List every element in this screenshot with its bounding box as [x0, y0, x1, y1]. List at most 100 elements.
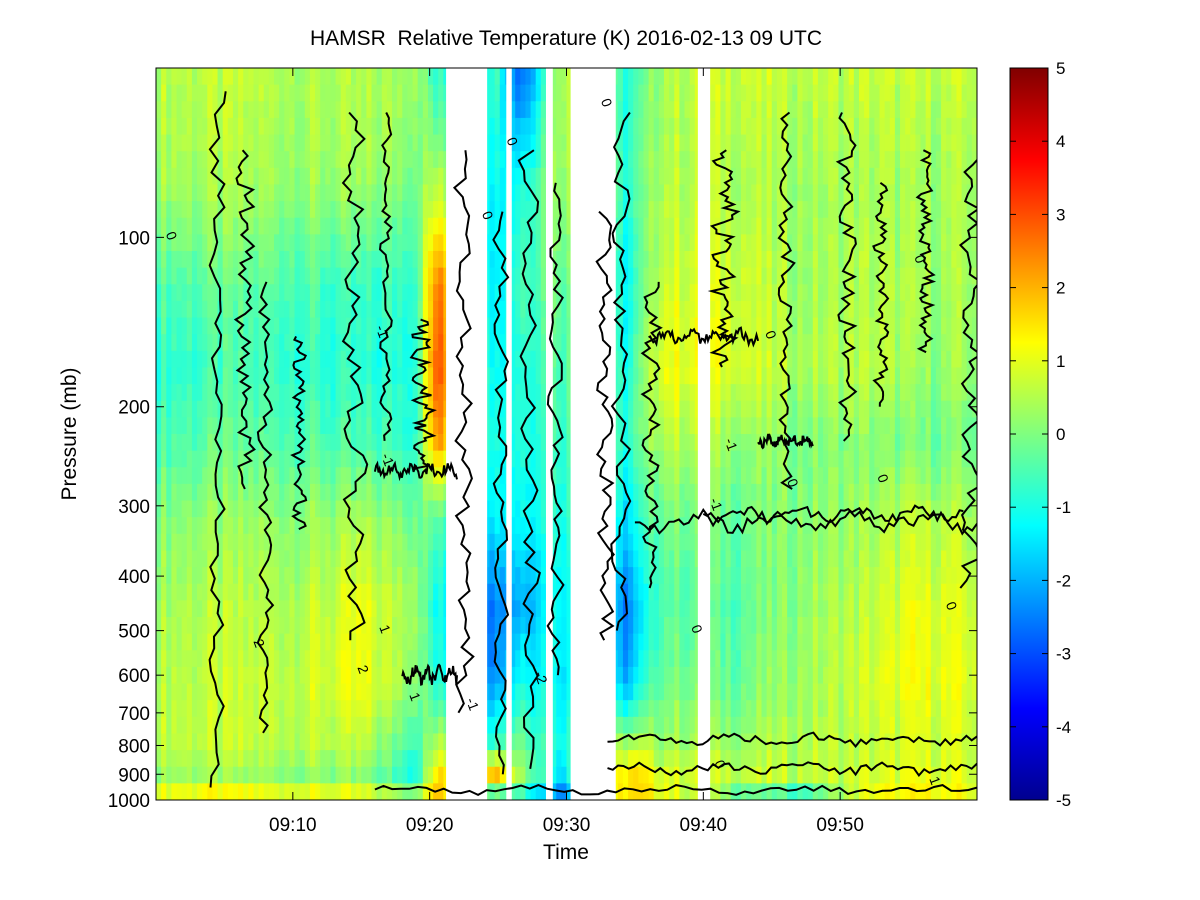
heatmap-cell [366, 600, 373, 618]
heatmap-cell [289, 350, 296, 369]
heatmap-cell [212, 750, 219, 768]
heatmap-cell [299, 450, 306, 468]
heatmap-cell [715, 450, 722, 468]
heatmap-cell [561, 84, 568, 102]
heatmap-cell [356, 267, 362, 285]
heatmap-cell [648, 750, 655, 768]
heatmap-cell [197, 583, 203, 601]
heatmap-cell [689, 716, 696, 735]
heatmap-cell [561, 184, 568, 202]
heatmap-cell [320, 317, 326, 335]
heatmap-cell [361, 217, 367, 235]
heatmap-cell [669, 783, 675, 800]
heatmap-cell [299, 151, 306, 169]
heatmap-cell [720, 151, 727, 169]
heatmap-cell [227, 483, 234, 502]
heatmap-cell [510, 134, 516, 152]
heatmap-cell [166, 400, 172, 418]
heatmap-cell [325, 234, 332, 252]
heatmap-cell [622, 251, 629, 269]
heatmap-cell [258, 84, 265, 102]
heatmap-cell [669, 533, 675, 552]
heatmap-cell [161, 417, 167, 435]
heatmap-cell [499, 217, 506, 235]
heatmap-cell [258, 101, 265, 119]
heatmap-cell [561, 367, 568, 385]
heatmap-cell [412, 650, 419, 668]
heatmap-cell [556, 517, 562, 535]
heatmap-cell [556, 450, 562, 468]
heatmap-cell [438, 550, 444, 568]
heatmap-cell [556, 151, 562, 169]
heatmap-cell [366, 683, 373, 701]
heatmap-cell [279, 633, 285, 651]
heatmap-cell [689, 251, 696, 269]
heatmap-cell [299, 700, 306, 718]
heatmap-cell [489, 533, 496, 552]
heatmap-cell [197, 101, 203, 119]
heatmap-cell [248, 783, 255, 800]
heatmap-cell [350, 217, 357, 235]
heatmap-cell [551, 450, 557, 468]
heatmap-cell [674, 483, 680, 502]
heatmap-cell [566, 334, 573, 352]
heatmap-cell [366, 317, 373, 335]
heatmap-cell [243, 783, 249, 800]
heatmap-cell [197, 633, 203, 651]
heatmap-cell [525, 384, 532, 402]
heatmap-cell [243, 600, 249, 618]
heatmap-cell [417, 766, 424, 784]
heatmap-cell [484, 300, 491, 319]
heatmap-cell [561, 617, 568, 635]
heatmap-cell [176, 617, 183, 635]
heatmap-cell [202, 317, 208, 335]
heatmap-cell [643, 68, 650, 86]
heatmap-cell [622, 716, 629, 735]
heatmap-cell [561, 384, 568, 402]
heatmap-cell [268, 650, 275, 668]
heatmap-cell [674, 716, 680, 735]
heatmap-cell [345, 400, 352, 418]
heatmap-cell [381, 783, 388, 800]
heatmap-cell [520, 533, 527, 552]
heatmap-cell [386, 467, 393, 485]
heatmap-cell [638, 583, 645, 601]
heatmap-cell [438, 766, 444, 784]
heatmap-cell [515, 650, 521, 668]
heatmap-cell [499, 700, 506, 718]
heatmap-cell [515, 201, 521, 219]
heatmap-cell [520, 583, 527, 601]
heatmap-cell [422, 251, 429, 269]
heatmap-cell [648, 583, 655, 601]
heatmap-cell [371, 184, 378, 202]
heatmap-cell [171, 367, 178, 385]
heatmap-cell [515, 550, 521, 568]
heatmap-cell [335, 600, 342, 618]
heatmap-cell [710, 533, 716, 552]
heatmap-cell [263, 483, 270, 502]
heatmap-cell [715, 217, 722, 235]
heatmap-cell [638, 84, 645, 102]
heatmap-cell [643, 583, 650, 601]
heatmap-cell [638, 700, 645, 718]
heatmap-cell [309, 666, 316, 685]
heatmap-cell [217, 733, 224, 751]
heatmap-cell [628, 417, 634, 435]
heatmap-cell [320, 666, 326, 685]
heatmap-cell [294, 134, 301, 152]
heatmap-cell [371, 583, 378, 601]
heatmap-cell [268, 167, 275, 186]
heatmap-cell [222, 251, 229, 269]
heatmap-cell [689, 134, 696, 152]
heatmap-cell [710, 400, 716, 418]
heatmap-cell [258, 234, 265, 252]
heatmap-cell [725, 567, 732, 585]
heatmap-cell [284, 84, 291, 102]
heatmap-cell [510, 783, 516, 800]
heatmap-cell [243, 550, 249, 568]
heatmap-cell [268, 600, 275, 618]
heatmap-cell [274, 633, 280, 651]
heatmap-cell [212, 633, 219, 651]
heatmap-cell [438, 68, 444, 86]
heatmap-cell [376, 417, 383, 435]
